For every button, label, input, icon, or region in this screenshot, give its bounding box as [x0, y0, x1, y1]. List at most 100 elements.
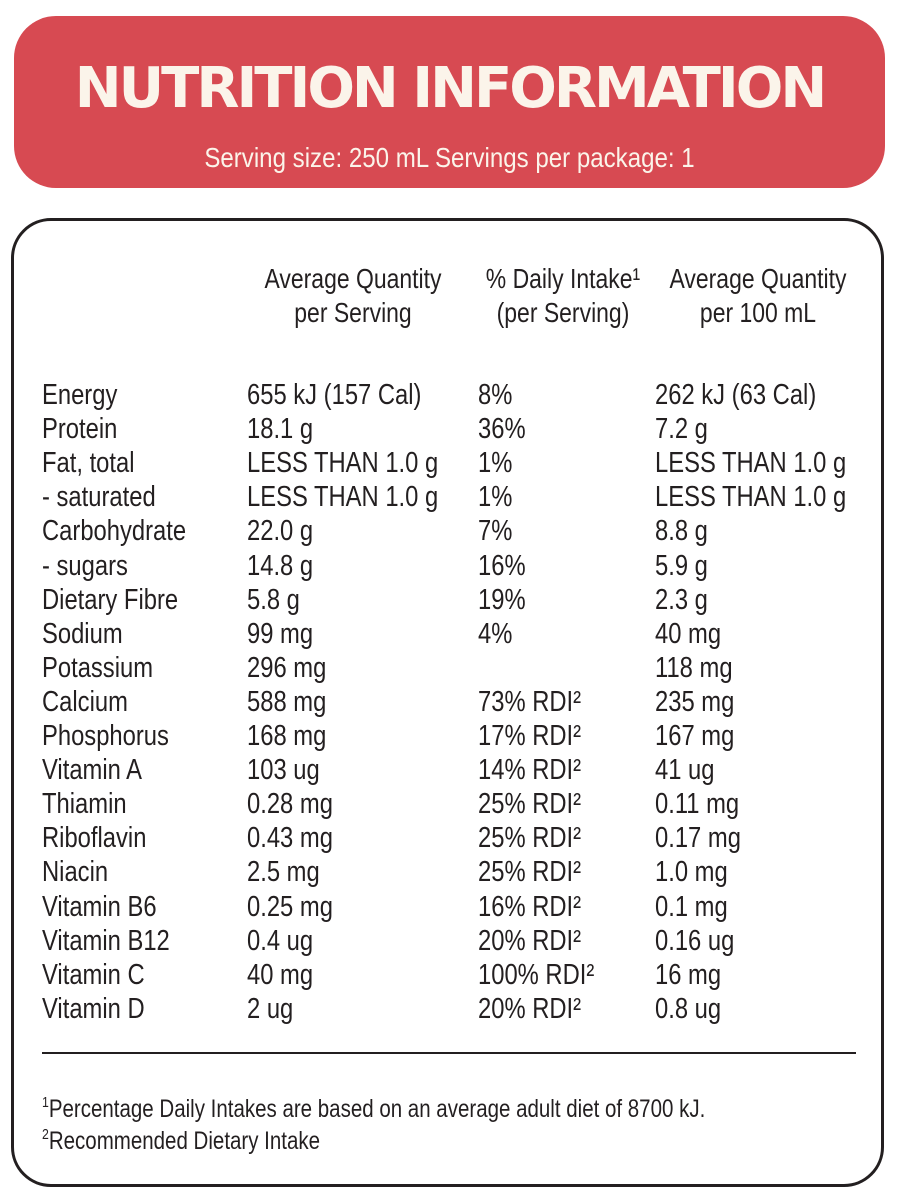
- per-serving-value: 0.43 mg: [247, 822, 333, 855]
- daily-intake-value: 100% RDI²: [478, 958, 595, 991]
- per-serving-value: 5.8 g: [247, 583, 300, 616]
- header-banner: NUTRITION INFORMATION Serving size: 250 …: [14, 16, 885, 188]
- daily-intake-value: 7%: [478, 515, 513, 548]
- per-serving-value: LESS THAN 1.0 g: [247, 481, 439, 514]
- per-100ml-value: 1.0 mg: [655, 856, 728, 889]
- table-row: Vitamin B6 0.25 mg 16% RDI² 0.1 mg: [0, 890, 900, 924]
- per-100ml-value: 0.16 ug: [655, 924, 735, 957]
- per-100ml-value: LESS THAN 1.0 g: [655, 447, 847, 480]
- nutrition-panel: [11, 218, 884, 1187]
- footnote-1: 1Percentage Daily Intakes are based on a…: [42, 1094, 706, 1123]
- nutrient-name: Fat, total: [42, 447, 135, 480]
- per-100ml-value: 16 mg: [655, 958, 722, 991]
- table-row: Vitamin A 103 ug 14% RDI² 41 ug: [0, 753, 900, 787]
- per-100ml-value: 0.17 mg: [655, 822, 741, 855]
- daily-intake-value: 8%: [478, 379, 513, 411]
- daily-intake-value: 25% RDI²: [478, 856, 582, 889]
- per-100ml-value: 0.11 mg: [655, 788, 740, 821]
- nutrient-name: Vitamin C: [42, 958, 145, 991]
- nutrient-name: Vitamin D: [42, 992, 145, 1025]
- per-100ml-value: 8.8 g: [655, 515, 708, 548]
- nutrient-name: Protein: [42, 413, 118, 446]
- daily-intake-value: 16%: [478, 549, 526, 582]
- table-row: Dietary Fibre 5.8 g 19% 2.3 g: [0, 583, 900, 617]
- nutrient-name: Sodium: [42, 617, 123, 650]
- per-serving-value: 2.5 mg: [247, 856, 320, 889]
- table-row: - sugars 14.8 g 16% 5.9 g: [0, 549, 900, 583]
- daily-intake-value: 17% RDI²: [478, 720, 582, 752]
- per-serving-value: 655 kJ (157 Cal): [247, 379, 422, 411]
- table-row: Vitamin C 40 mg 100% RDI² 16 mg: [0, 958, 900, 992]
- per-100ml-value: 40 mg: [655, 617, 722, 650]
- nutrient-name: - saturated: [42, 481, 156, 514]
- daily-intake-value: 14% RDI²: [478, 754, 582, 787]
- nutrient-name: Dietary Fibre: [42, 583, 179, 616]
- daily-intake-value: 20% RDI²: [478, 992, 582, 1025]
- per-100ml-value: 118 mg: [655, 651, 733, 684]
- per-100ml-value: 0.8 ug: [655, 992, 722, 1025]
- page-title: NUTRITION INFORMATION: [74, 56, 827, 121]
- per-serving-value: 18.1 g: [247, 413, 314, 446]
- table-row: Phosphorus 168 mg 17% RDI² 167 mg: [0, 719, 900, 753]
- per-serving-value: 99 mg: [247, 617, 314, 650]
- per-serving-value: 296 mg: [247, 651, 327, 684]
- nutrient-name: - sugars: [42, 549, 128, 582]
- nutrient-name: Riboflavin: [42, 822, 147, 855]
- daily-intake-value: 20% RDI²: [478, 924, 582, 957]
- nutrient-name: Vitamin A: [42, 754, 143, 787]
- per-100ml-value: 235 mg: [655, 685, 735, 718]
- daily-intake-value: 1%: [478, 447, 513, 480]
- daily-intake-value: 25% RDI²: [478, 788, 582, 821]
- table-row: Fat, total LESS THAN 1.0 g 1% LESS THAN 1.0…: [0, 446, 900, 480]
- daily-intake-value: 16% RDI²: [478, 890, 582, 923]
- table-row: - saturated LESS THAN 1.0 g 1% LESS THAN 1.…: [0, 480, 900, 514]
- table-row: Thiamin 0.28 mg 25% RDI² 0.11 mg: [0, 787, 900, 821]
- footnote-divider: [42, 1052, 856, 1054]
- nutrient-name: Calcium: [42, 685, 128, 718]
- daily-intake-value: 1%: [478, 481, 513, 514]
- daily-intake-value: 25% RDI²: [478, 822, 582, 855]
- per-serving-value: 168 mg: [247, 720, 327, 752]
- nutrient-name: Potassium: [42, 651, 154, 684]
- per-100ml-value: 262 kJ (63 Cal): [655, 379, 817, 411]
- per-serving-value: 103 ug: [247, 754, 320, 787]
- per-serving-value: 2 ug: [247, 992, 294, 1025]
- column-header-per-100ml: Average Quantity per 100 mL: [669, 263, 847, 328]
- nutrient-name: Energy: [42, 379, 118, 411]
- per-100ml-value: 167 mg: [655, 720, 735, 752]
- table-row: Carbohydrate 22.0 g 7% 8.8 g: [0, 514, 900, 548]
- footnote-2: 2Recommended Dietary Intake: [42, 1126, 321, 1155]
- daily-intake-value: 36%: [478, 413, 526, 446]
- table-row: Vitamin B12 0.4 ug 20% RDI² 0.16 ug: [0, 924, 900, 958]
- per-serving-value: 22.0 g: [247, 515, 314, 548]
- per-serving-value: 0.25 mg: [247, 890, 333, 923]
- per-serving-value: 588 mg: [247, 685, 327, 718]
- per-serving-value: LESS THAN 1.0 g: [247, 447, 439, 480]
- per-100ml-value: 41 ug: [655, 754, 715, 787]
- nutrient-name: Phosphorus: [42, 720, 169, 752]
- column-header-per-serving: Average Quantity per Serving: [264, 263, 442, 328]
- per-serving-value: 0.28 mg: [247, 788, 333, 821]
- table-row: Energy 655 kJ (157 Cal) 8% 262 kJ (63 Cal): [0, 378, 900, 412]
- per-100ml-value: LESS THAN 1.0 g: [655, 481, 847, 514]
- per-100ml-value: 2.3 g: [655, 583, 708, 616]
- daily-intake-value: 73% RDI²: [478, 685, 582, 718]
- nutrient-name: Vitamin B6: [42, 890, 157, 923]
- nutrient-name: Carbohydrate: [42, 515, 187, 548]
- per-serving-value: 0.4 ug: [247, 924, 314, 957]
- table-row: Calcium 588 mg 73% RDI² 235 mg: [0, 685, 900, 719]
- column-header-daily-intake: % Daily Intake¹ (per Serving): [485, 263, 641, 328]
- serving-info: Serving size: 250 mL Servings per packag…: [204, 142, 695, 173]
- nutrient-name: Niacin: [42, 856, 109, 889]
- nutrient-name: Thiamin: [42, 788, 127, 821]
- per-serving-value: 40 mg: [247, 958, 314, 991]
- per-100ml-value: 7.2 g: [655, 413, 708, 446]
- table-row: Protein 18.1 g 36% 7.2 g: [0, 412, 900, 446]
- table-row: Riboflavin 0.43 mg 25% RDI² 0.17 mg: [0, 821, 900, 855]
- daily-intake-value: 4%: [478, 617, 513, 650]
- per-100ml-value: 5.9 g: [655, 549, 708, 582]
- table-row: Vitamin D 2 ug 20% RDI² 0.8 ug: [0, 992, 900, 1026]
- table-row: Sodium 99 mg 4% 40 mg: [0, 617, 900, 651]
- table-row: Potassium 296 mg 118 mg: [0, 651, 900, 685]
- per-100ml-value: 0.1 mg: [655, 890, 728, 923]
